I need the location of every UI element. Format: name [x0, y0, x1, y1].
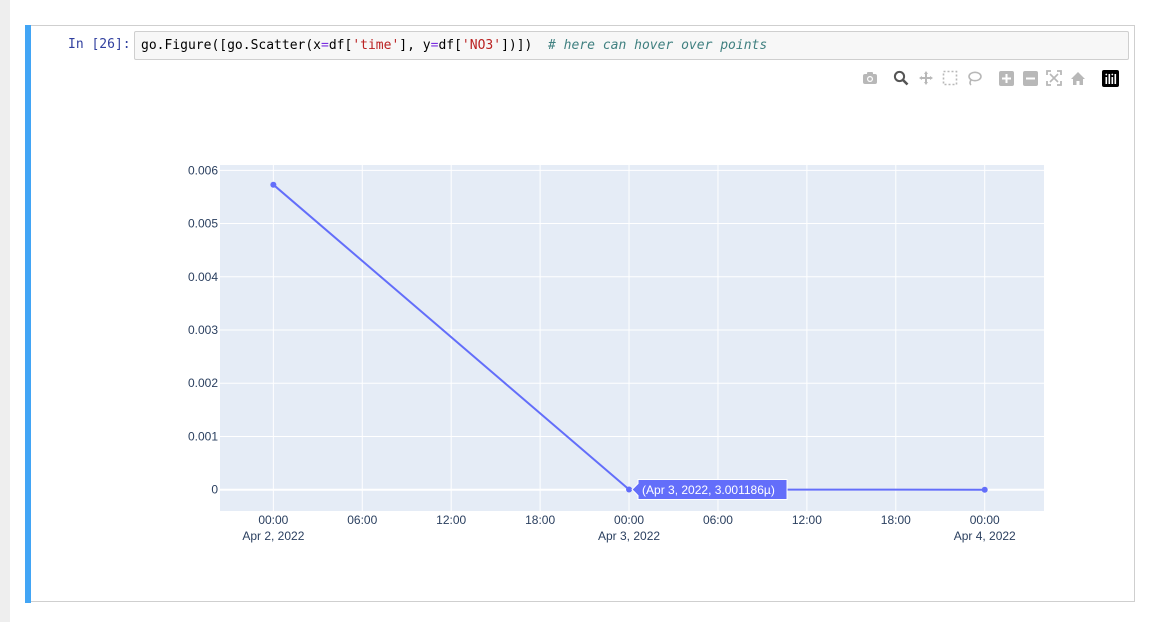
x-tick-time: 12:00: [792, 513, 822, 527]
series-group[interactable]: [270, 181, 988, 493]
autoscale-icon[interactable]: [1045, 69, 1063, 87]
reset-axes-icon[interactable]: [1069, 69, 1087, 87]
data-point[interactable]: [981, 486, 988, 493]
lasso-icon[interactable]: [965, 69, 983, 87]
code-part: ], y: [399, 38, 431, 53]
cell-selection-bar: [25, 25, 31, 603]
camera-icon[interactable]: [861, 69, 879, 87]
x-tick-time: 18:00: [525, 513, 555, 527]
x-tick-time: 18:00: [881, 513, 911, 527]
zoom-out-icon[interactable]: [1021, 69, 1039, 87]
x-tick-date: Apr 2, 2022: [242, 529, 304, 543]
plotly-logo-icon[interactable]: [1101, 69, 1119, 87]
x-tick-time: 00:00: [970, 513, 1000, 527]
input-prompt: In [26]:: [68, 37, 131, 52]
x-tick-time: 12:00: [436, 513, 466, 527]
x-tick-date: Apr 3, 2022: [598, 529, 660, 543]
x-tick-time: 00:00: [258, 513, 288, 527]
code-string: 'time': [352, 38, 400, 53]
zoom-in-icon[interactable]: [997, 69, 1015, 87]
code-part: go.Figure([go.Scatter(x: [141, 38, 322, 53]
y-tick-label: 0.003: [188, 323, 218, 337]
x-tick-labels: 00:00 Apr 2, 2022 06:00 12:00 18:00 00:00 Apr …: [242, 513, 1016, 543]
code-part: ])]): [501, 38, 549, 53]
hover-tooltip: (Apr 3, 2022, 3.001186µ): [631, 479, 788, 501]
y-tick-label: 0.005: [188, 217, 218, 231]
code-input[interactable]: go.Figure([go.Scatter(x=df['time'], y=df…: [134, 31, 1129, 60]
y-tick-labels: 0 0.001 0.002 0.003 0.004 0.005 0.006: [188, 163, 218, 496]
y-tick-label: 0.001: [188, 429, 218, 443]
plot-area: [220, 165, 1044, 511]
data-point[interactable]: [270, 181, 277, 188]
code-line: go.Figure([go.Scatter(x=df['time'], y=df…: [141, 38, 767, 53]
code-part: df[: [438, 38, 462, 53]
pan-icon[interactable]: [917, 69, 935, 87]
code-string: 'NO3': [461, 38, 502, 53]
code-part: df[: [328, 38, 353, 53]
code-operator: =: [430, 38, 439, 53]
hover-box: [631, 479, 788, 501]
code-comment: # here can hover over points: [548, 38, 768, 53]
hover-text: (Apr 3, 2022, 3.001186µ): [642, 483, 775, 497]
y-tick-label: 0: [211, 483, 218, 497]
y-tick-label: 0.004: [188, 270, 218, 284]
x-tick-date: Apr 4, 2022: [954, 529, 1016, 543]
data-point[interactable]: [626, 486, 633, 493]
x-tick-time: 00:00: [614, 513, 644, 527]
zoom-icon[interactable]: [892, 69, 910, 87]
y-tick-label: 0.006: [188, 163, 218, 177]
x-tick-time: 06:00: [347, 513, 377, 527]
code-operator: =: [321, 38, 329, 53]
y-tick-label: 0.002: [188, 376, 218, 390]
box-select-icon[interactable]: [941, 69, 959, 87]
x-tick-time: 06:00: [703, 513, 733, 527]
page-background: [0, 0, 10, 622]
